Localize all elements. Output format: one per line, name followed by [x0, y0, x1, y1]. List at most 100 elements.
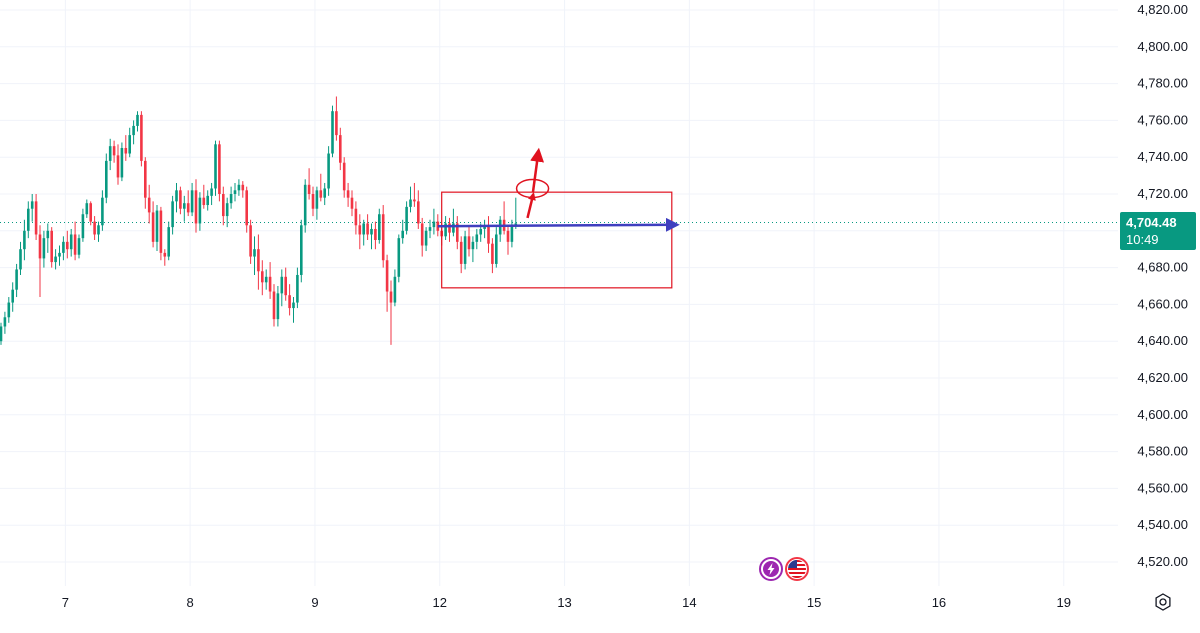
range-rectangle[interactable] [441, 191, 673, 289]
horizontal-arrow[interactable] [437, 217, 680, 232]
candle-body [331, 111, 334, 154]
candle [136, 111, 139, 132]
candle [311, 186, 315, 217]
candle [424, 227, 428, 252]
candle-body [233, 190, 237, 194]
drawings[interactable] [437, 147, 680, 289]
candle-body [448, 223, 451, 233]
candle [97, 221, 100, 242]
y-tick-label: 4,520.00 [1137, 554, 1188, 569]
lightning-icon[interactable] [759, 557, 783, 581]
price-axis[interactable]: 4,820.00 4,800.00 4,780.00 4,760.00 4,740.00… [1137, 2, 1188, 569]
candle-body [417, 201, 420, 224]
breakout-arrow-long[interactable] [530, 147, 545, 193]
candle-body [167, 227, 170, 257]
candle-body [366, 223, 369, 235]
candle-body [69, 234, 73, 250]
y-tick-label: 4,660.00 [1137, 296, 1188, 311]
candle-body [73, 234, 77, 255]
candle-body [186, 203, 190, 213]
candle-body [381, 214, 385, 261]
candle [245, 186, 248, 233]
candle-body [292, 302, 295, 309]
candle [307, 168, 311, 200]
candle-body [409, 199, 412, 207]
candle-body [249, 225, 252, 257]
candle-body [3, 317, 7, 327]
candle-body [506, 230, 510, 242]
candle [46, 223, 50, 253]
candle-body [171, 201, 174, 228]
settings-gear-icon[interactable] [1152, 591, 1174, 613]
candle-body [46, 230, 50, 239]
candle [467, 225, 471, 257]
candle-body [444, 223, 447, 237]
candle [171, 195, 174, 235]
candle [393, 269, 397, 307]
candle [381, 205, 385, 268]
candle-body [479, 228, 482, 235]
y-tick-label: 4,640.00 [1137, 333, 1188, 348]
candle-body [339, 135, 342, 163]
candle-body [93, 221, 96, 235]
candle-body [112, 146, 116, 156]
candle-body [257, 249, 260, 272]
candle [374, 221, 377, 250]
candle-body [498, 219, 502, 235]
candle [38, 225, 42, 298]
chart-events[interactable] [759, 557, 809, 583]
candle [319, 173, 323, 202]
candle [409, 186, 412, 213]
candle [405, 201, 408, 235]
candle [366, 214, 369, 240]
candle-body [229, 194, 233, 204]
candle-body [132, 125, 135, 136]
candle-body [147, 197, 151, 213]
candle-body [463, 236, 467, 264]
x-tick-label: 8 [187, 595, 194, 610]
candle-body [288, 295, 291, 309]
candle [280, 269, 284, 307]
candle [198, 192, 202, 231]
candle-body [237, 184, 241, 191]
x-tick-label: 13 [557, 595, 571, 610]
candle [89, 201, 92, 226]
candle [237, 179, 241, 196]
candle [378, 208, 381, 244]
candle-body [261, 271, 264, 283]
candle-body [276, 293, 280, 320]
candle [327, 146, 330, 196]
candle [506, 225, 510, 255]
candle [284, 267, 287, 301]
candle [233, 182, 237, 202]
x-tick-label: 7 [62, 595, 69, 610]
breakout-arrow-short[interactable] [526, 192, 536, 219]
candle-body [342, 162, 346, 191]
candle-body [108, 146, 112, 161]
candle-body [424, 230, 428, 246]
candle-body [15, 269, 18, 290]
candle [186, 190, 190, 217]
candle [346, 182, 350, 207]
candle-body [225, 203, 229, 217]
candle [510, 219, 514, 248]
candle [15, 263, 18, 298]
candle-body [183, 203, 186, 209]
candle-body [175, 190, 178, 202]
candle-body [30, 201, 34, 209]
candle-body [222, 194, 225, 217]
candle [413, 182, 416, 207]
candle-body [19, 249, 22, 270]
y-tick-label: 4,720.00 [1137, 186, 1188, 201]
candle-body [385, 260, 389, 292]
candle [77, 234, 81, 259]
candle-body [335, 111, 338, 136]
candle [11, 282, 14, 312]
us-flag-icon[interactable] [785, 557, 809, 581]
time-axis[interactable]: 7 8 9 12 13 14 15 16 19 [62, 595, 1071, 610]
candle [471, 236, 475, 263]
candle [448, 217, 451, 242]
candle [401, 219, 404, 244]
